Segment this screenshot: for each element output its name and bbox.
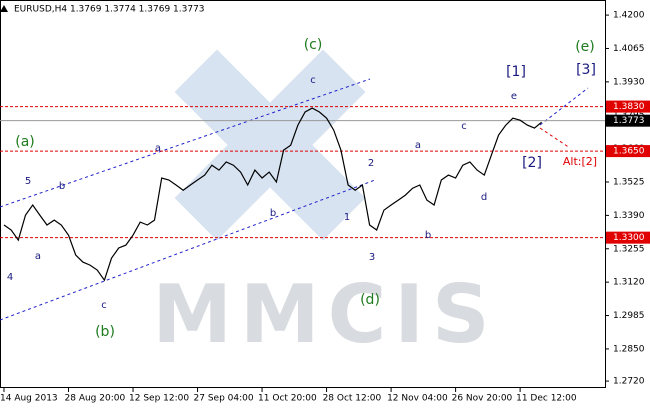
level-label: 1.3300 (613, 233, 645, 243)
level-label-box (606, 231, 650, 244)
y-tick-label: 1.3930 (613, 77, 645, 87)
wave-label: [2] (522, 155, 542, 171)
wave-label: 3 (369, 252, 375, 263)
wave-label: d (481, 192, 487, 203)
wave-label: b (270, 208, 276, 219)
y-tick-label: 1.3120 (613, 278, 645, 288)
wave-label: c (310, 75, 316, 86)
wave-label: 5 (25, 176, 31, 187)
wave-label: Alt:[2] (563, 155, 597, 168)
x-tick-label: 12 Sep 12:00 (129, 394, 189, 404)
x-tick-label: 11 Dec 12:00 (516, 394, 577, 404)
x-tick-label: 12 Nov 04:00 (387, 394, 448, 404)
wave-label: c (461, 121, 467, 132)
y-tick-label: 1.2720 (613, 377, 645, 387)
alt-projection (539, 127, 571, 149)
wave-label: 1 (344, 212, 350, 223)
wave-label: e (511, 91, 517, 102)
wave-label: 4 (7, 272, 13, 283)
wave-label: a (415, 140, 421, 151)
wave-label: [3] (576, 62, 596, 78)
price-line (3, 107, 542, 282)
wave-label: a (155, 143, 161, 154)
level-label-box (606, 100, 650, 113)
x-tick-label: 11 Oct 20:00 (258, 394, 317, 404)
plot-frame (0, 0, 606, 388)
y-tick-label: 1.4065 (613, 44, 645, 54)
y-tick-label: 1.2985 (613, 311, 645, 321)
x-tick-label: 14 Aug 2013 (0, 394, 58, 404)
level-label-box (606, 145, 650, 158)
wave-label: c (101, 300, 107, 311)
y-tick-label: 1.2850 (613, 344, 645, 354)
x-tick-label: 26 Nov 20:00 (452, 394, 513, 404)
current-price-label: 1.3773 (613, 116, 645, 126)
x-tick-label: 28 Aug 20:00 (65, 394, 126, 404)
x-tick-label: 27 Sep 04:00 (194, 394, 254, 404)
header-icon (0, 5, 8, 12)
y-tick-label: 1.3255 (613, 244, 645, 254)
wave-label: b (425, 230, 431, 241)
wave-label: b (59, 181, 65, 192)
wave-label: (e) (575, 39, 595, 55)
wave-label: (d) (360, 292, 380, 308)
wave-label: (c) (304, 37, 323, 53)
wave-label: 2 (368, 158, 374, 169)
level-label: 1.3650 (613, 147, 645, 157)
channel-lines (0, 78, 589, 321)
y-tick-label: 1.4200 (613, 11, 645, 21)
header: EURUSD,H4 1.3769 1.3774 1.3769 1.3773 (14, 5, 205, 15)
watermark: MMCIS (152, 268, 497, 361)
wave-label: a (35, 251, 41, 262)
wave-label: [1] (506, 64, 526, 80)
y-tick-label: 1.3390 (613, 211, 645, 221)
wave-label: (b) (95, 324, 115, 340)
y-tick-label: 1.3525 (613, 178, 645, 188)
x-tick-label: 28 Oct 12:00 (323, 394, 382, 404)
level-label: 1.3830 (613, 102, 645, 112)
current-price-box (606, 114, 650, 127)
wave-label: (a) (15, 134, 35, 150)
